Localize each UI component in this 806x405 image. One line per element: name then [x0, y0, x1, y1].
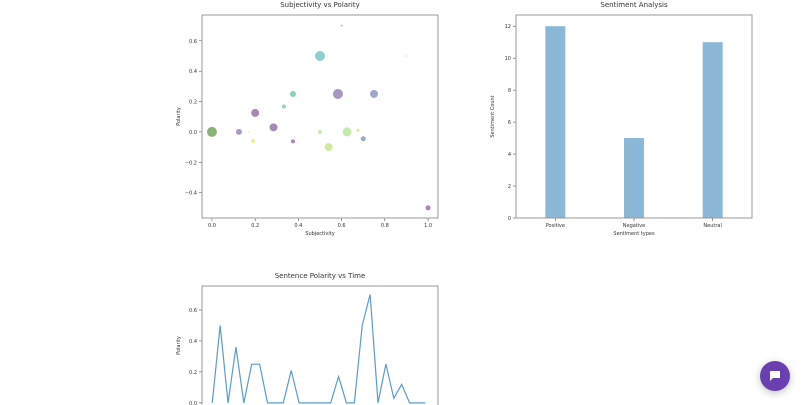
scatter-point — [247, 131, 250, 133]
y-tick-label: 0.6 — [189, 308, 197, 314]
plot-frame — [201, 285, 439, 405]
scatter-point — [251, 108, 260, 117]
x-tick-label: 0.8 — [381, 223, 389, 229]
x-tick-label: 0.2 — [251, 223, 259, 229]
x-tick-label: 1.0 — [424, 223, 432, 229]
y-tick-label: 10 — [505, 56, 511, 62]
scatter-point — [356, 128, 360, 132]
y-tick-label: 0 — [508, 216, 511, 222]
scatter-point — [370, 89, 379, 98]
y-tick-label: 4 — [508, 152, 511, 158]
y-tick-label: 8 — [508, 88, 511, 94]
scatter-point — [342, 127, 352, 137]
x-axis-label: Subjectivity — [305, 231, 334, 237]
y-tick-label: 0.4 — [189, 69, 197, 75]
x-tick-label: Positive — [546, 223, 565, 229]
chat-bubble-icon — [770, 371, 780, 381]
x-axis-label: Sentiment types — [613, 231, 655, 237]
y-tick-label: 0.2 — [189, 100, 197, 106]
y-axis-label: Polarity — [176, 107, 182, 126]
y-tick-label: −0.4 — [185, 191, 197, 197]
scatter-point — [405, 55, 408, 57]
scatter-point — [324, 143, 333, 152]
y-tick-label: 0.0 — [189, 130, 197, 136]
chart-title: Sentiment Analysis — [600, 1, 668, 9]
y-tick-label: 0.0 — [189, 401, 197, 405]
bar — [702, 42, 723, 218]
y-axis-label: Sentiment Count — [490, 95, 496, 137]
chart-title: Sentence Polarity vs Time — [275, 272, 366, 280]
y-tick-label: 0.6 — [189, 39, 197, 45]
bar — [545, 26, 566, 218]
scatter-point — [289, 90, 296, 97]
scatter-point — [315, 50, 325, 61]
scatter-point — [340, 24, 343, 27]
x-tick-label: 0.0 — [208, 223, 216, 229]
line-series — [211, 294, 426, 404]
scatter-point — [251, 139, 256, 144]
scatter-point — [332, 88, 343, 99]
y-tick-label: 2 — [508, 184, 511, 190]
y-tick-label: 12 — [505, 24, 511, 30]
plot-frame — [201, 14, 439, 219]
x-tick-label: Neutral — [703, 223, 721, 229]
y-tick-label: −0.2 — [185, 160, 197, 166]
y-axis-label: Polarity — [176, 336, 182, 355]
x-tick-label: 0.4 — [294, 223, 302, 229]
scatter-point — [290, 139, 295, 144]
scatter-point — [425, 205, 431, 211]
x-tick-label: Negative — [623, 223, 645, 229]
chart-title: Subjectivity vs Polarity — [280, 1, 360, 9]
y-tick-label: 6 — [508, 120, 511, 126]
y-tick-label: 0.2 — [189, 370, 197, 376]
plot-frame — [515, 14, 753, 219]
scatter-point — [235, 128, 242, 135]
scatter-point — [318, 129, 322, 134]
x-tick-label: 0.6 — [338, 223, 346, 229]
scatter-point — [206, 126, 217, 137]
scatter-point — [360, 136, 366, 142]
scatter-point — [269, 123, 278, 132]
y-tick-label: 0.4 — [189, 339, 197, 345]
bar — [624, 138, 644, 218]
scatter-point — [281, 104, 286, 109]
chat-button[interactable] — [760, 361, 790, 391]
